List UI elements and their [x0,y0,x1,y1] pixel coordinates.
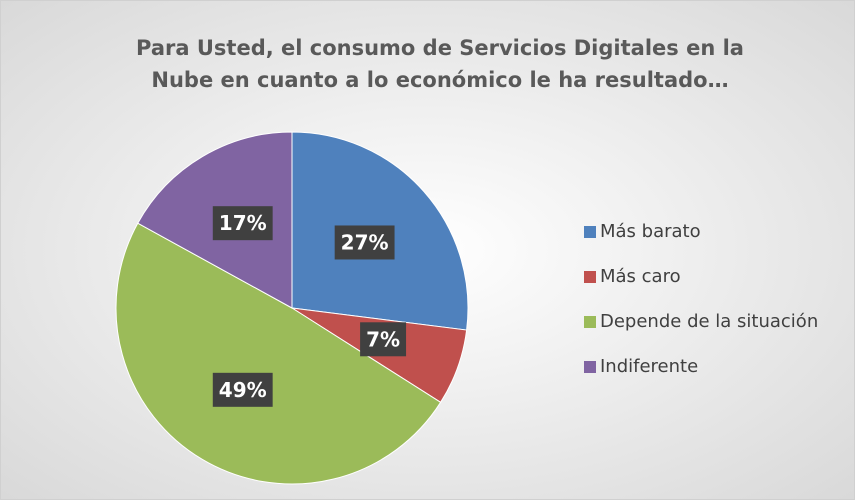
data-label: 7% [360,322,407,357]
legend-swatch [584,226,596,238]
data-label: 49% [212,372,273,407]
data-label-text: 7% [366,327,400,351]
chart-title: Para Usted, el consumo de Servicios Digi… [136,36,744,92]
data-label-text: 17% [219,211,267,235]
legend-label: Depende de la situación [600,311,818,332]
data-label-text: 49% [219,378,267,402]
legend-swatch [584,361,596,373]
data-label-box [360,322,407,357]
data-label-text: 27% [341,230,389,254]
pie-slice [115,222,442,485]
data-label-box [212,372,273,407]
legend-label: Más barato [600,221,701,242]
data-label: 17% [212,206,273,241]
data-label: 27% [334,225,395,260]
legend-label: Indiferente [600,356,698,377]
legend-label: Más caro [600,266,681,287]
legend-swatch [584,271,596,283]
data-label-box [212,206,273,241]
data-label-box [334,225,395,260]
legend-swatch [584,316,596,328]
